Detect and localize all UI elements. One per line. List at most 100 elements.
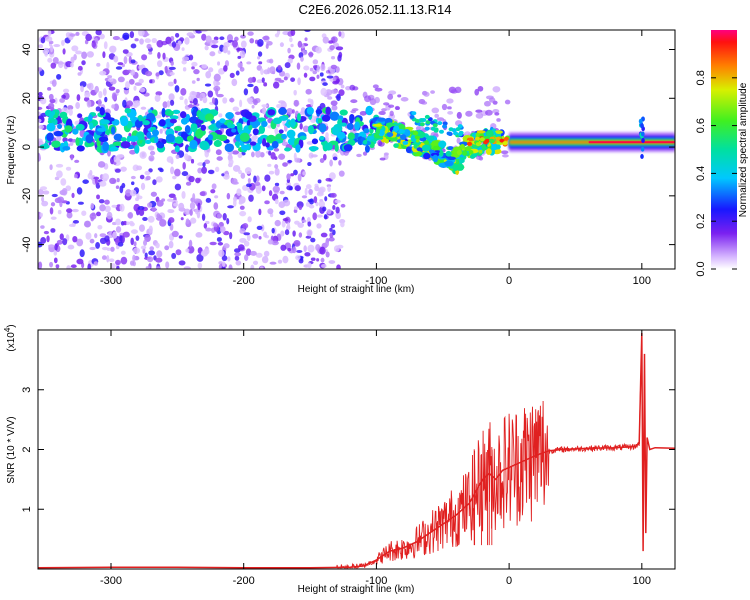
spectrogram-band-blob — [99, 106, 105, 116]
spectrogram-noise-dot — [274, 219, 281, 227]
spectrogram-noise-dot — [76, 258, 84, 265]
spectrogram-noise-dot — [99, 70, 107, 76]
spectrogram-noise-dot — [294, 157, 301, 163]
spectrogram-y-ticks: -40 -20 0 20 40 — [21, 43, 675, 253]
spectrogram-noise-dot — [301, 219, 307, 223]
spectrogram-noise-dot — [53, 257, 58, 264]
spectrogram-noise-dot — [210, 189, 216, 194]
spectrogram-band-blob — [76, 145, 85, 152]
spectrogram-noise-dot — [276, 30, 281, 36]
spectrogram-noise-dot — [62, 88, 70, 93]
spectrogram-noise-dot — [197, 262, 203, 269]
spectrogram-noise-dot — [51, 193, 58, 198]
spectrogram-band-blob — [340, 122, 347, 127]
spectrogram-noise-dot — [98, 90, 103, 99]
spectrogram-noise-dot — [235, 260, 242, 266]
spectrogram-noise-dot — [202, 96, 208, 104]
spectrogram-noise-dot — [87, 263, 92, 269]
spectrogram-noise-dot — [223, 230, 230, 236]
spectrogram-noise-dot — [165, 261, 170, 269]
spectrogram-noise-dot — [260, 68, 264, 75]
spectrogram-noise-dot — [104, 205, 111, 213]
spectrogram-noise-dot — [340, 221, 345, 228]
spectrogram-band-blob — [109, 146, 119, 152]
spectrogram-noise-dot — [49, 207, 54, 215]
spectrogram-y-tick-label: 20 — [21, 92, 33, 104]
spectrogram-noise-dot — [293, 239, 301, 247]
spectrogram-noise-dot — [316, 223, 322, 229]
spectrogram-band-blob — [284, 147, 291, 152]
spectrogram-noise-dot — [465, 110, 473, 117]
spectrogram-noise-dot — [42, 47, 50, 55]
spectrogram-noise-dot — [74, 159, 80, 163]
spectrogram-band-blob — [100, 119, 110, 125]
spectrogram-noise-dot — [129, 149, 136, 155]
spectrogram-noise-dot — [129, 189, 137, 197]
spectrogram-noise-dot — [122, 231, 130, 238]
spectrogram-noise-dot — [423, 91, 430, 97]
spectrogram-ridge-blob — [399, 134, 407, 140]
spectrogram-noise-dot — [132, 254, 136, 262]
spectrogram-noise-dot — [244, 254, 249, 262]
spectrogram-noise-dot — [197, 162, 204, 166]
spectrogram-band-blob — [295, 143, 301, 153]
spectrogram-band-blob — [105, 129, 110, 136]
spectrogram-noise-dot — [294, 220, 300, 225]
spectrogram-noise-dot — [147, 202, 153, 208]
spectrogram-noise-dot — [171, 230, 179, 238]
spectrogram-band-blob — [62, 145, 71, 151]
spectrogram-band-blob — [226, 122, 232, 129]
spectrogram-noise-dot — [296, 249, 303, 253]
spectrogram-noise-dot — [155, 176, 163, 183]
spectrogram-band-blob — [43, 142, 49, 148]
spectrogram-noise-dot — [325, 177, 332, 182]
spectrogram-noise-dot — [244, 167, 252, 175]
spectrogram-noise-dot — [285, 181, 292, 187]
spectrogram-noise-dot — [52, 57, 59, 64]
spectrogram-noise-dot — [205, 227, 212, 232]
spectrogram-band-blob — [213, 140, 222, 148]
spectrogram-noise-dot — [299, 257, 304, 261]
spectrogram-band-blob — [161, 107, 166, 118]
spectrogram-noise-dot — [430, 131, 439, 137]
spectrogram-noise-dot — [221, 173, 225, 177]
spectrogram-noise-dot — [350, 110, 357, 114]
spectrogram-noise-dot — [253, 85, 259, 94]
colorbar-label: Normalized spectral amplitude — [738, 82, 749, 217]
spectrogram-noise-dot — [77, 65, 83, 71]
spectrogram-noise-dot — [356, 153, 362, 158]
spectrogram-noise-dot — [162, 52, 166, 60]
spectrogram-noise-dot — [204, 45, 209, 51]
spectrogram-band-blob — [179, 111, 187, 119]
spectrogram-noise-dot — [104, 96, 108, 103]
spectrogram-band-blob — [296, 113, 302, 122]
spectrogram-ridge-blob — [386, 132, 394, 138]
spectrogram-noise-dot — [168, 93, 175, 101]
spectrogram-band-blob — [165, 133, 175, 143]
spectrogram-noise-dot — [261, 104, 268, 108]
spectrogram-noise-dot — [94, 176, 98, 185]
spectrogram-noise-dot — [139, 87, 146, 93]
spectrogram-noise-dot — [123, 220, 128, 226]
spectrogram-noise-dot — [113, 155, 121, 163]
spectrogram-noise-dot — [290, 77, 296, 82]
spectrogram-ridge-blob — [426, 135, 435, 142]
spectrogram-band-blob — [334, 143, 339, 152]
spectrogram-noise-dot — [50, 44, 54, 53]
spectrogram-noise-dot — [191, 80, 196, 84]
spectrogram-noise-dot — [184, 144, 190, 153]
spectrogram-noise-dot — [192, 193, 196, 201]
spectrogram-noise-dot — [279, 210, 286, 216]
spectrogram-noise-dot — [205, 220, 210, 225]
spectrogram-noise-dot — [475, 109, 483, 113]
spectrogram-ridge-blob — [494, 130, 503, 134]
spectrogram-noise-dot — [48, 102, 55, 109]
spectrogram-frame — [37, 29, 676, 270]
spectrogram-noise-dot — [138, 224, 145, 232]
spectrogram-noise-dot — [316, 214, 323, 218]
spectrogram-noise-dot — [138, 78, 144, 84]
spectrogram-noise-dot — [485, 109, 493, 116]
spectrogram-band-blob — [365, 105, 374, 116]
spectrogram-noise-dot — [336, 264, 341, 269]
